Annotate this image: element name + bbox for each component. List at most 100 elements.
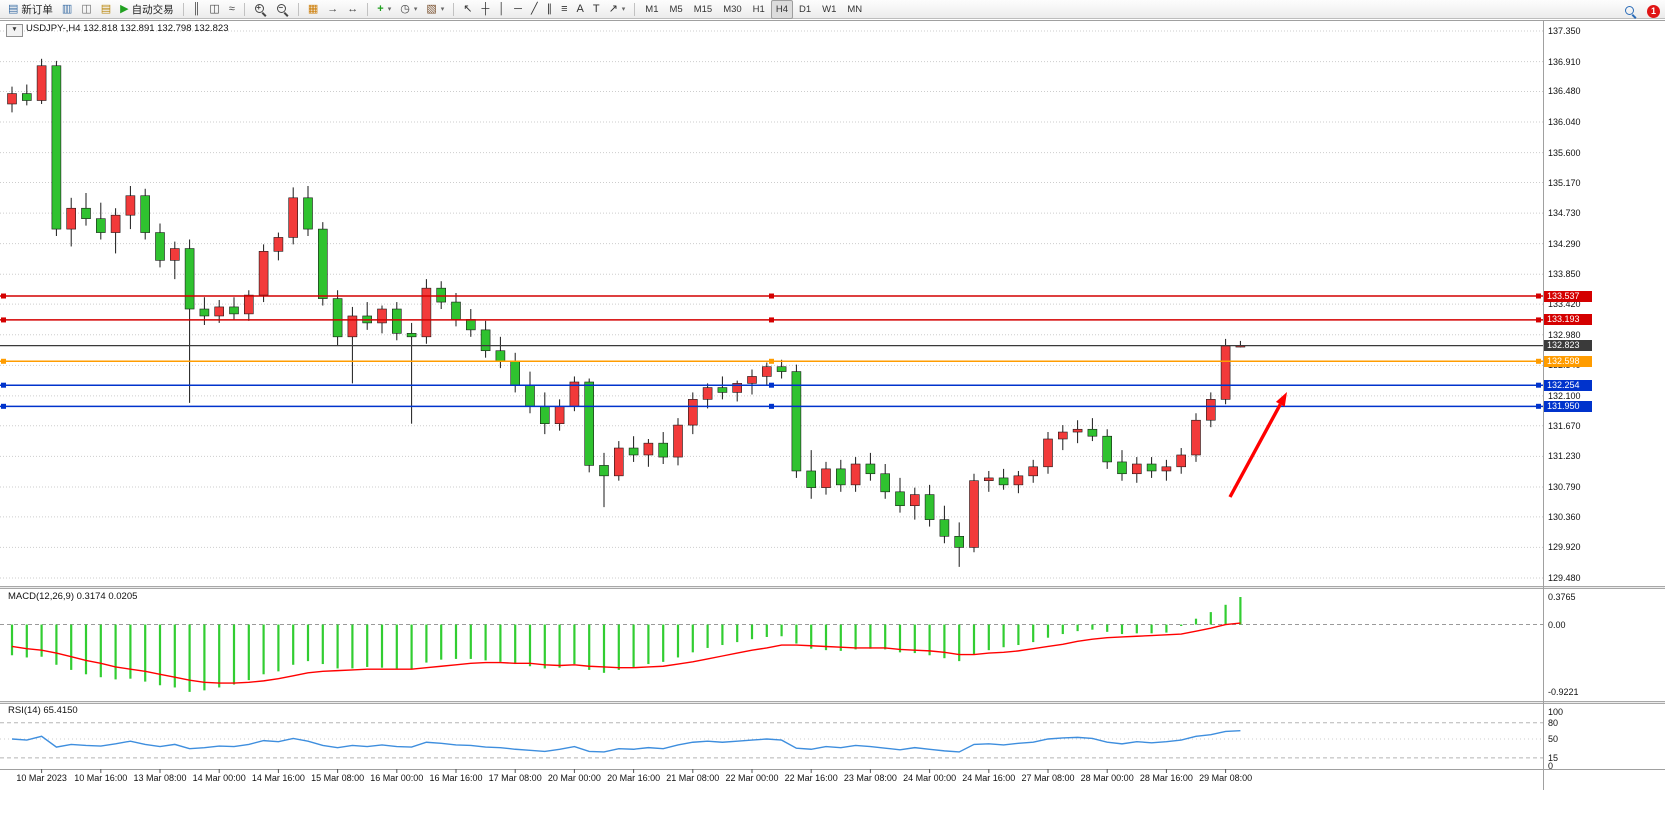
trendline-icon: ╱ (530, 2, 538, 15)
price-tick: 137.350 (1548, 26, 1581, 36)
price-tick: 135.170 (1548, 177, 1581, 188)
dropdown-caret-icon: ▾ (387, 6, 392, 13)
toolbar-right-cluster: 1 (1620, 2, 1660, 21)
price-tick: 131.670 (1548, 420, 1581, 431)
rsi-line (11, 729, 1241, 753)
timeframe-button-m30[interactable]: M30 (723, 3, 742, 15)
hline-133.193[interactable] (0, 317, 1543, 323)
main-toolbar: ▤ 新订单 ▥ ◫ ▤ ▶ 自动交易 ║ ◫ ≈ + − ▦ → ↔ + ▾ ◷ ▾ ▧ ▾ ↖ ┼ │ ─ ╱ ∥ ≡ A T ↗ ▾ M1 M… (0, 0, 1665, 19)
zoom-out-icon: − (276, 3, 289, 16)
navigator-icon[interactable]: ▤ (97, 0, 115, 19)
data-window-icon: ◫ (81, 2, 92, 15)
time-label: 22 Mar 16:00 (784, 773, 838, 783)
crosshair-icon: ┼ (481, 2, 490, 15)
navigator-icon: ▤ (100, 2, 112, 15)
notification-badge[interactable]: 1 (1647, 5, 1660, 18)
macd-pane (0, 597, 1543, 692)
cursor-icon[interactable]: ↖ (459, 0, 476, 19)
auto-trading-button: ▶ (120, 2, 129, 15)
time-label: 20 Mar 16:00 (607, 773, 661, 783)
symbol-info-label: USDJPY-,H4 132.818 132.891 132.798 132.8… (26, 23, 229, 34)
fibonacci-icon[interactable]: ≡ (557, 0, 571, 19)
hline-133.537[interactable] (0, 293, 1543, 299)
toolbar-separator (297, 2, 299, 16)
hline-132.598[interactable] (0, 358, 1543, 364)
arrows-icon: ↗ (608, 2, 618, 15)
toolbar-separator (243, 2, 245, 16)
toolbar-separator (367, 2, 369, 16)
timeframe-button-m5[interactable]: M5 (669, 3, 683, 15)
zoom-out-icon[interactable]: − (272, 0, 293, 19)
search-icon[interactable] (1620, 2, 1641, 21)
macd-histogram (10, 597, 1242, 692)
buy-signal-arrow[interactable] (1228, 392, 1287, 498)
macd-tick: -0.9221 (1548, 687, 1579, 697)
toolbar-separator (182, 2, 184, 16)
auto-scroll-icon: → (327, 2, 339, 15)
timeframe-button-m1[interactable]: M1 (645, 3, 659, 15)
time-label: 16 Mar 00:00 (370, 773, 424, 783)
chart-shift-icon[interactable]: ↔ (343, 0, 362, 19)
time-label: 14 Mar 16:00 (251, 773, 305, 783)
time-label: 22 Mar 00:00 (725, 773, 779, 783)
label-icon[interactable]: T (589, 0, 604, 19)
price-tick: 136.910 (1548, 56, 1581, 67)
toolbar-separator (453, 2, 455, 16)
time-label: 28 Mar 00:00 (1080, 773, 1134, 783)
macd-label: MACD(12,26,9) 0.3174 0.0205 (8, 591, 138, 602)
bar-chart-icon[interactable]: ║ (189, 0, 205, 19)
time-label: 10 Mar 16:00 (74, 773, 128, 783)
auto-scroll-icon[interactable]: → (323, 0, 342, 19)
time-label: 10 Mar 2023 (16, 773, 67, 783)
line-chart-icon[interactable]: ≈ (225, 0, 239, 19)
indicators-icon[interactable]: + ▾ (373, 0, 395, 19)
templates-icon[interactable]: ▧ ▾ (422, 0, 448, 19)
data-window-icon[interactable]: ◫ (77, 0, 95, 19)
hline-132.254[interactable] (0, 382, 1543, 388)
crosshair-icon[interactable]: ┼ (477, 0, 493, 19)
timeframe-button-d1[interactable]: D1 (798, 3, 812, 15)
time-label: 15 Mar 08:00 (311, 773, 365, 783)
text-icon[interactable]: A (572, 0, 587, 19)
price-badge-132.598: 132.598 (1544, 355, 1592, 367)
timeframe-button-h4[interactable]: H4 (770, 0, 793, 19)
horizontal-line-icon[interactable]: ─ (510, 0, 526, 19)
market-watch-icon: ▥ (61, 2, 73, 15)
market-watch-icon[interactable]: ▥ (58, 0, 76, 19)
hline-131.950[interactable] (0, 403, 1543, 409)
new-order-button-label: 新订单 (21, 3, 53, 16)
timeframe-button-h1[interactable]: H1 (752, 3, 765, 15)
timeframe-button-m15[interactable]: M15 (693, 3, 713, 15)
macd-tick: 0.3765 (1548, 592, 1576, 602)
price-tick: 129.920 (1548, 542, 1581, 553)
chart-shift-icon: ↔ (347, 2, 359, 15)
price-tick: 132.100 (1548, 390, 1581, 401)
tile-windows-icon[interactable]: ▦ (304, 0, 322, 19)
price-badge-132.823: 132.823 (1544, 340, 1592, 352)
candlestick-chart-icon[interactable]: ◫ (205, 0, 223, 19)
rsi-tick: 100 (1548, 707, 1564, 717)
zoom-in-icon[interactable]: + (250, 0, 271, 19)
timeframe-button-mn[interactable]: MN (847, 3, 863, 15)
tile-windows-icon: ▦ (307, 2, 319, 15)
auto-trading-button[interactable]: ▶ 自动交易 (116, 0, 177, 19)
vertical-line-icon[interactable]: │ (494, 0, 509, 19)
indicators-icon: + (377, 2, 384, 15)
channel-icon[interactable]: ∥ (543, 0, 557, 19)
trendline-icon[interactable]: ╱ (527, 0, 542, 19)
time-label: 23 Mar 08:00 (843, 773, 897, 783)
dropdown-caret-icon: ▾ (621, 6, 626, 13)
periods-icon[interactable]: ◷ ▾ (396, 0, 421, 19)
time-ticks (41, 769, 1227, 773)
one-click-collapse-button[interactable]: ▼ (6, 24, 23, 37)
price-tick: 134.730 (1548, 208, 1581, 219)
new-order-button[interactable]: ▤ 新订单 (4, 0, 57, 19)
time-label: 20 Mar 00:00 (547, 773, 601, 783)
dropdown-caret-icon: ▾ (413, 6, 418, 13)
arrows-icon[interactable]: ↗ ▾ (605, 0, 630, 19)
price-tick: 133.420 (1548, 299, 1581, 310)
cursor-icon: ↖ (463, 2, 473, 15)
timeframe-button-w1[interactable]: W1 (822, 3, 837, 15)
bar-chart-icon: ║ (192, 2, 201, 15)
vertical-line-icon: │ (498, 2, 506, 15)
